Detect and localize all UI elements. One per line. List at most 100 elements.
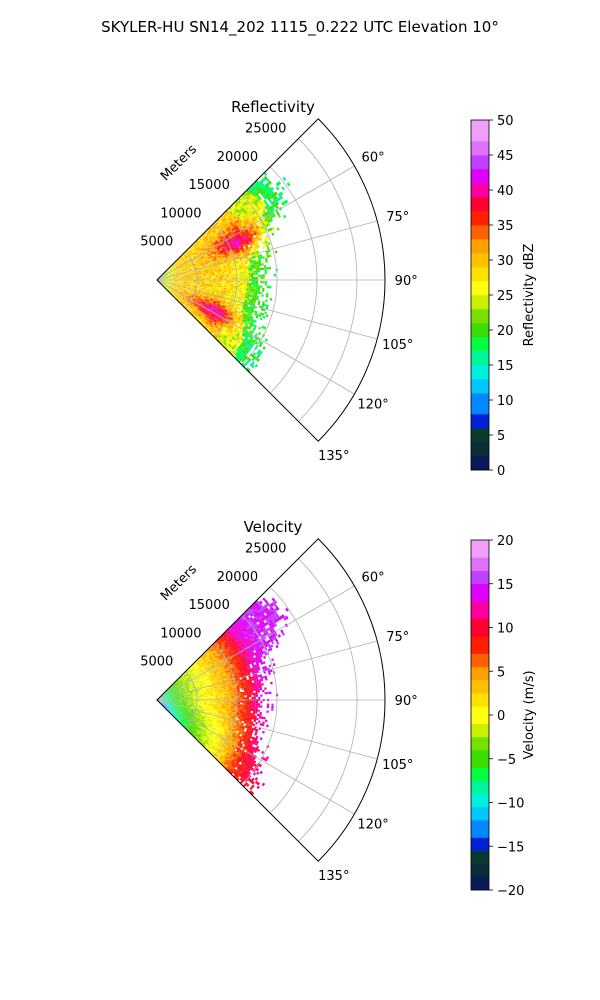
radar-cell xyxy=(244,216,249,220)
radar-cell xyxy=(208,228,212,232)
radar-cell xyxy=(192,255,196,258)
radar-cell xyxy=(191,253,194,256)
radar-cell xyxy=(228,223,231,227)
radar-cell xyxy=(251,188,255,192)
radar-cell xyxy=(208,251,212,254)
radar-cell xyxy=(250,220,254,224)
radar-cell xyxy=(175,269,178,272)
radar-cell xyxy=(246,235,249,239)
radar-cell xyxy=(207,244,210,247)
radar-cell xyxy=(184,269,188,271)
radar-cell xyxy=(178,261,181,264)
radar-cell xyxy=(211,277,214,279)
radar-cell xyxy=(262,177,267,182)
radar-cell xyxy=(259,202,264,206)
radar-cell xyxy=(237,268,240,271)
radar-cell xyxy=(195,247,198,250)
radar-cell xyxy=(257,289,260,292)
radar-cell xyxy=(264,240,268,244)
radar-cell xyxy=(254,185,258,189)
radar-cell xyxy=(238,223,242,227)
radar-cell xyxy=(264,257,268,261)
radar-cell xyxy=(183,262,187,264)
radar-cell xyxy=(178,266,181,269)
radar-cell xyxy=(228,240,232,244)
radar-cell xyxy=(201,237,205,240)
radar-cell xyxy=(248,248,252,252)
radar-cell xyxy=(192,258,195,261)
radar-cell xyxy=(262,241,266,245)
radar-cell xyxy=(235,239,238,242)
radar-cell xyxy=(214,248,218,251)
radar-cell xyxy=(221,226,225,230)
radar-cell xyxy=(282,200,287,205)
radar-cell xyxy=(170,266,173,269)
radar-cell xyxy=(165,275,168,277)
radar-cell xyxy=(250,236,254,239)
radar-cell xyxy=(173,271,176,273)
radar-cell xyxy=(165,274,168,277)
radar-cell xyxy=(270,190,275,195)
radar-cell xyxy=(266,193,271,198)
radar-cell xyxy=(195,255,198,258)
radar-cell xyxy=(160,275,163,278)
radar-cell xyxy=(226,277,229,280)
radar-cell xyxy=(264,205,269,210)
radar-cell xyxy=(185,265,189,268)
radar-cell xyxy=(215,281,218,284)
radar-cell xyxy=(210,240,213,244)
radar-cell xyxy=(266,207,270,212)
radar-cell xyxy=(235,245,239,248)
radar-cell xyxy=(257,291,260,295)
radar-cell xyxy=(245,240,249,244)
radar-cell xyxy=(204,253,208,256)
radar-cell xyxy=(206,277,209,279)
radar-cell xyxy=(202,280,205,282)
radar-cell xyxy=(206,275,209,277)
radar-cell xyxy=(259,205,263,210)
radar-cell xyxy=(206,243,210,246)
radar-cell xyxy=(253,216,257,220)
radar-cell xyxy=(160,275,163,277)
radar-cell xyxy=(215,245,219,249)
radar-cell xyxy=(187,264,191,267)
radar-cell xyxy=(236,266,240,270)
radar-cell xyxy=(237,252,241,255)
colorbar-segment xyxy=(471,197,489,212)
radar-cell xyxy=(220,214,224,218)
radar-cell xyxy=(226,217,230,221)
radar-cell xyxy=(247,220,251,224)
radar-cell xyxy=(227,219,231,222)
radar-cell xyxy=(231,280,234,283)
radar-cell xyxy=(258,261,262,264)
radar-cell xyxy=(206,263,209,266)
radar-cell xyxy=(192,243,195,246)
radar-cell xyxy=(179,268,182,270)
radar-cell xyxy=(188,280,191,282)
radar-cell xyxy=(199,249,203,252)
radar-cell xyxy=(215,261,218,264)
radar-cell xyxy=(260,179,265,183)
radar-cell xyxy=(246,284,250,287)
radar-cell xyxy=(180,270,183,273)
radar-cell xyxy=(169,272,172,275)
radar-cell xyxy=(212,229,216,233)
radar-cell xyxy=(260,281,263,284)
radar-cell xyxy=(231,282,234,284)
radar-cell xyxy=(241,289,245,292)
radar-cell xyxy=(197,281,200,283)
radar-cell xyxy=(222,223,226,227)
radar-cell xyxy=(263,230,267,234)
radar-cell xyxy=(209,257,212,260)
radar-cell xyxy=(249,207,253,211)
radar-cell xyxy=(224,226,228,230)
radar-cell xyxy=(210,282,214,285)
radar-cell xyxy=(196,256,199,259)
radar-cell xyxy=(234,228,238,232)
radar-cell xyxy=(218,252,222,255)
radar-cell xyxy=(246,203,250,207)
radar-cell xyxy=(246,206,250,210)
radar-cell xyxy=(207,237,211,240)
radar-cell xyxy=(160,275,163,278)
radar-cell xyxy=(266,197,271,201)
